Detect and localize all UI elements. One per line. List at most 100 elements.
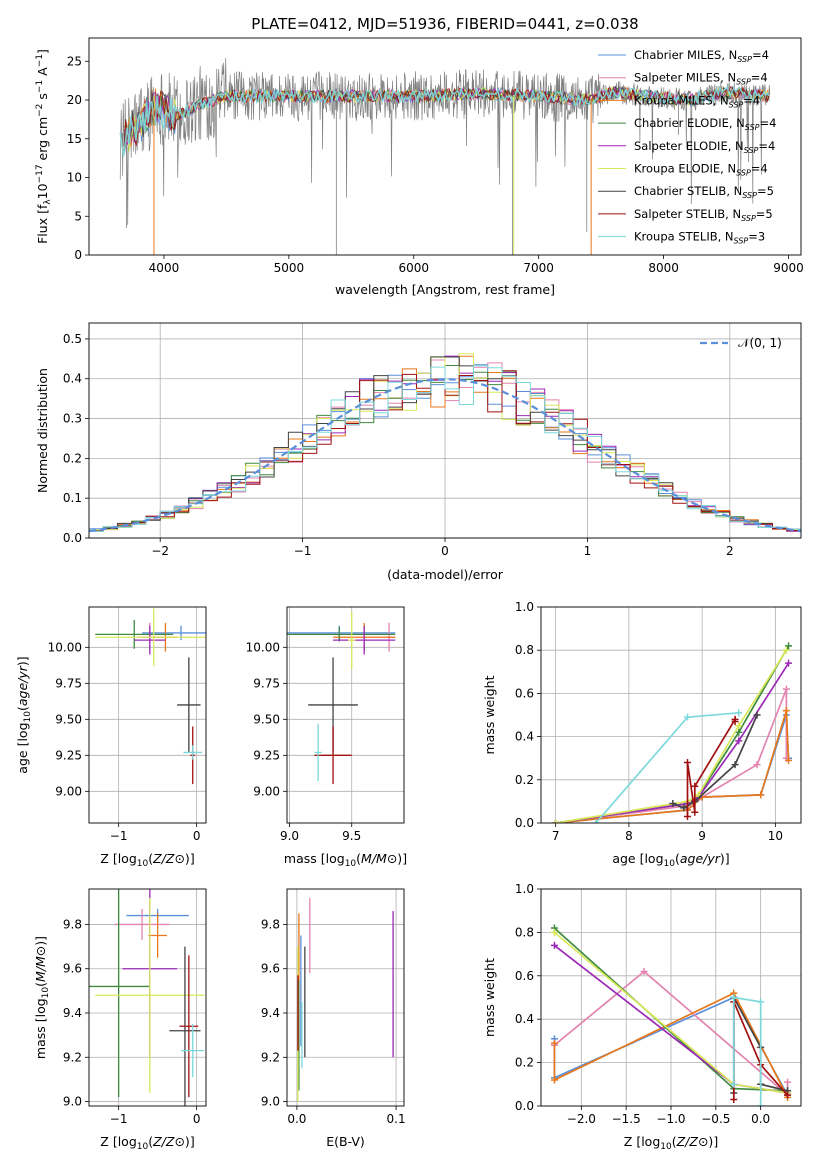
x-tick-label: 0 bbox=[193, 1112, 201, 1126]
x-tick-label: −2.0 bbox=[567, 1112, 596, 1126]
x-axis-label: E(B-V) bbox=[326, 1134, 365, 1149]
x-tick-label: 9000 bbox=[773, 261, 804, 275]
y-tick-label: 0.2 bbox=[515, 773, 534, 787]
legend-entry: Chabrier MILES, NSSP=4 bbox=[634, 48, 769, 64]
series-marker bbox=[785, 642, 793, 650]
axes-frame bbox=[88, 322, 802, 539]
x-tick-label: 9 bbox=[698, 829, 706, 843]
x-tick-label: −1.0 bbox=[656, 1112, 685, 1126]
series-marker bbox=[784, 1091, 792, 1099]
y-tick-label: 20 bbox=[67, 93, 82, 107]
x-tick-label: 0.0 bbox=[751, 1112, 770, 1126]
plot-area-spectrum bbox=[119, 57, 771, 255]
legend-entry: Chabrier STELIB, NSSP=5 bbox=[634, 184, 774, 200]
x-axis-label: wavelength [Angstrom, rest frame] bbox=[335, 282, 555, 297]
y-tick-label: 0.1 bbox=[63, 491, 82, 505]
y-tick-label: 9.2 bbox=[261, 1050, 280, 1064]
series-marker bbox=[753, 711, 761, 719]
x-tick-label: 0 bbox=[193, 829, 201, 843]
series-marker bbox=[735, 737, 743, 745]
x-axis-label: Z [log10​(Z/Z⊙)] bbox=[100, 1134, 194, 1152]
x-tick-label: −2 bbox=[151, 544, 169, 558]
axes-spectrum: 4000 5000 6000 7000 8000 9000 0 5 10 15 20 25 Chabri… bbox=[35, 37, 804, 297]
y-tick-label: 10.00 bbox=[48, 640, 82, 654]
axes-frame bbox=[88, 888, 207, 1107]
series-marker bbox=[550, 928, 558, 936]
spectrum-data-line bbox=[119, 57, 771, 225]
y-tick-label: 0.8 bbox=[515, 643, 534, 657]
series-marker bbox=[782, 685, 790, 693]
x-tick-label: 0.1 bbox=[387, 1112, 406, 1126]
x-tick-label: 7000 bbox=[523, 261, 554, 275]
series-marker bbox=[683, 713, 691, 721]
y-tick-label: 0.8 bbox=[515, 925, 534, 939]
x-tick-label: 9.5 bbox=[342, 829, 361, 843]
axes-residuals: −2 −1 0 1 2 0.0 0.1 0.2 0.3 0.4 0.5 𝒩(0, 1) (data-mo… bbox=[35, 322, 802, 582]
series-marker bbox=[785, 659, 793, 667]
axes-mass_vs_ebv: 0.0 0.1 9.0 9.2 9.4 9.6 9.8 E(B-V) bbox=[261, 888, 406, 1149]
series-marker bbox=[731, 717, 739, 725]
y-tick-label: 15 bbox=[67, 132, 82, 146]
series-marker bbox=[552, 819, 560, 823]
series-marker bbox=[683, 759, 691, 767]
y-tick-label: 0.0 bbox=[515, 816, 534, 830]
y-axis-label: mass [log10​(M/M⊙)] bbox=[33, 936, 51, 1059]
spectrum-model-line bbox=[119, 84, 770, 157]
y-tick-label: 10 bbox=[67, 171, 82, 185]
series-marker bbox=[757, 1102, 765, 1106]
x-tick-label: 1 bbox=[584, 544, 592, 558]
x-tick-label: −1 bbox=[110, 829, 128, 843]
series-marker bbox=[550, 1076, 558, 1084]
series-marker bbox=[757, 998, 765, 1006]
x-tick-label: 10 bbox=[768, 829, 783, 843]
axes-cum_weight_vs_age: 7 8 9 10 0.0 0.2 0.4 0.6 0.8 1.0 age [log10​(age/y… bbox=[482, 600, 802, 869]
plot-area-cum_weight_vs_Z bbox=[550, 924, 792, 1106]
legend-entry: Kroupa STELIB, NSSP=3 bbox=[634, 230, 765, 246]
axes-age_vs_Z: −1 0 9.00 9.25 9.50 9.75 10.00 Z [log10​(Z/Z⊙)]… bbox=[15, 606, 207, 869]
spectrum-legend: Chabrier MILES, NSSP=4 Salpeter MILES, NS… bbox=[598, 48, 776, 246]
x-tick-label: 2 bbox=[726, 544, 734, 558]
y-tick-label: 9.50 bbox=[253, 712, 280, 726]
series-marker bbox=[785, 756, 793, 764]
x-axis-label: Z [log10​(Z/Z⊙)] bbox=[624, 1134, 718, 1152]
x-tick-label: 0.0 bbox=[287, 1112, 306, 1126]
series-marker bbox=[782, 646, 790, 654]
x-axis-label: Z [log10​(Z/Z⊙)] bbox=[100, 851, 194, 869]
x-axis-label: mass [log10​(M/M⊙)] bbox=[284, 851, 407, 869]
plot-area-residuals bbox=[89, 353, 801, 533]
plot-area-mass_vs_Z bbox=[89, 889, 205, 1106]
x-tick-label: 0 bbox=[441, 544, 449, 558]
series-marker bbox=[753, 761, 761, 769]
histogram-step-line bbox=[89, 365, 801, 532]
axes-frame bbox=[286, 888, 405, 1107]
y-tick-label: 1.0 bbox=[515, 600, 534, 614]
y-tick-label: 1.0 bbox=[515, 882, 534, 896]
y-tick-label: 9.75 bbox=[253, 676, 280, 690]
x-tick-label: −1 bbox=[294, 544, 312, 558]
plot-area-age_vs_Z bbox=[95, 608, 206, 785]
y-tick-label: 9.25 bbox=[253, 748, 280, 762]
y-tick-label: 0.0 bbox=[515, 1099, 534, 1113]
axes-cum_weight_vs_Z: −2.0 −1.5 −1.0 −0.5 0.0 0.0 0.2 0.4 0.6 0.8 1.0 Z [… bbox=[482, 882, 802, 1152]
legend-entry: 𝒩(0, 1) bbox=[738, 336, 782, 350]
y-tick-label: 9.6 bbox=[261, 962, 280, 976]
y-tick-label: 9.0 bbox=[63, 1095, 82, 1109]
x-tick-label: −0.5 bbox=[701, 1112, 730, 1126]
axes-frame bbox=[88, 37, 802, 256]
series-line bbox=[555, 688, 788, 823]
y-tick-label: 0.2 bbox=[63, 451, 82, 465]
y-tick-label: 9.2 bbox=[63, 1050, 82, 1064]
series-marker bbox=[757, 791, 765, 799]
y-tick-label: 9.25 bbox=[55, 748, 82, 762]
y-tick-label: 0.2 bbox=[515, 1056, 534, 1070]
y-axis-label: Normed distribution bbox=[35, 368, 50, 493]
series-marker bbox=[691, 808, 699, 816]
series-marker bbox=[735, 728, 743, 736]
legend-entry: Kroupa ELODIE, NSSP=4 bbox=[634, 162, 768, 178]
series-marker bbox=[735, 709, 743, 717]
y-tick-label: 9.00 bbox=[253, 784, 280, 798]
y-tick-label: 9.4 bbox=[63, 1006, 82, 1020]
x-tick-label: 7 bbox=[552, 829, 560, 843]
x-tick-label: −1.5 bbox=[612, 1112, 641, 1126]
